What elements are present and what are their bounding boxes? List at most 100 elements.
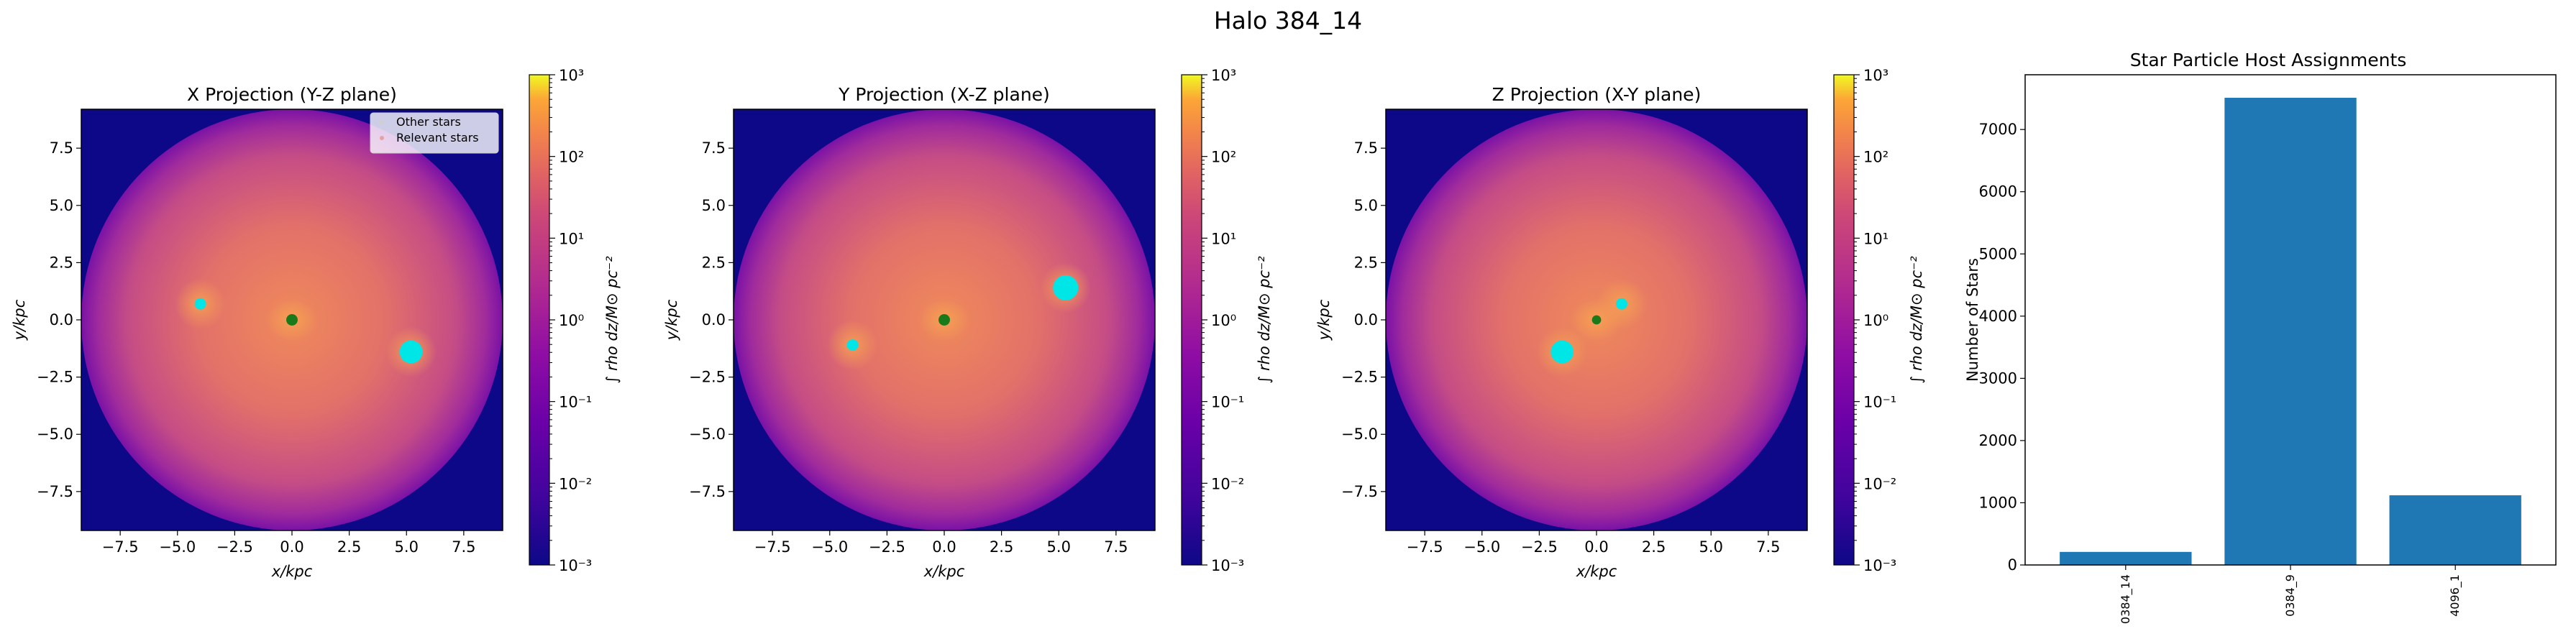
panel-2-xlabel: x/kpc: [923, 563, 965, 580]
panel-1-plot-area: −7.5 −5.0 −2.5 0.0 2.5 5.0 7.5 −7.5 −5.0 −2.5 0.0 2…: [37, 109, 503, 556]
y-tick-label: 2000: [1979, 432, 2017, 449]
x-tick-label: 5.0: [395, 538, 419, 556]
panel-2-colorbar: 10⁻³ 10⁻² 10⁻¹ 10⁰ 10¹ 10² 10³: [1181, 67, 1244, 574]
x-tick-label: 7.5: [1756, 538, 1780, 556]
colorbar-tick-label: 10¹: [559, 230, 584, 247]
y-tick-label: 0.0: [50, 311, 73, 328]
x-tick-label: −2.5: [1521, 538, 1558, 556]
colorbar-gradient: [1181, 74, 1202, 566]
colorbar-tick-label: 10¹: [1211, 230, 1236, 247]
x-tick-label: 0.0: [280, 538, 303, 556]
colorbar-tick-label: 10⁻¹: [1211, 394, 1244, 411]
colorbar-tick-label: 10⁰: [559, 312, 584, 329]
colorbar-tick-label: 10⁻³: [559, 557, 592, 574]
relevant-stars-cluster: [938, 314, 950, 326]
colorbar-gradient: [529, 74, 550, 566]
colorbar-tick-label: 10⁻³: [1211, 557, 1244, 574]
colorbar-tick-label: 10⁰: [1863, 312, 1888, 329]
panel-1-xlabel: x/kpc: [271, 563, 313, 580]
bar-chart-ylabel: Number of Stars: [1964, 258, 1981, 382]
colorbar-tick-label: 10³: [1211, 67, 1236, 84]
x-tick-label: −7.5: [102, 538, 139, 556]
bar-chart-plot-area: 0384_14 0384_9 4096_1 0 1000 2000 3000 4000 5000…: [1979, 74, 2557, 624]
colorbar-gradient: [1833, 74, 1855, 566]
x-tick-label: 0384_14: [2119, 574, 2133, 624]
colorbar-tick-label: 10²: [559, 149, 584, 166]
y-tick-label: 5.0: [702, 197, 726, 214]
x-tick-label: 2.5: [337, 538, 361, 556]
y-tick-label: 6000: [1979, 183, 2017, 201]
other-stars-cluster: [194, 298, 206, 310]
x-tick-label: −2.5: [216, 538, 253, 556]
y-tick-label: 0.0: [1354, 311, 1378, 328]
colorbar-tick-label: 10⁻³: [1863, 557, 1896, 574]
x-tick-label: 0.0: [932, 538, 956, 556]
y-tick-label: 3000: [1979, 369, 2017, 387]
other-stars-cluster: [846, 339, 859, 351]
y-tick-label: −2.5: [37, 369, 73, 386]
legend-entry: Other stars: [396, 115, 461, 129]
legend-box: [370, 112, 499, 154]
x-tick-label: −5.0: [159, 538, 196, 556]
panel-3-colorbar-label: ∫ rho dz/M⊙ pc⁻²: [1908, 256, 1925, 384]
y-tick-label: −7.5: [37, 483, 73, 500]
y-tick-label: −2.5: [1341, 369, 1378, 386]
other-stars-cluster: [399, 340, 423, 364]
x-tick-label: −5.0: [811, 538, 848, 556]
legend: Other stars Relevant stars: [370, 112, 499, 154]
other-stars-cluster: [1616, 298, 1627, 310]
bar-4096_1: [2389, 495, 2521, 565]
legend-marker: [380, 120, 384, 124]
y-tick-label: 7000: [1979, 121, 2017, 138]
panel-3-colorbar: 10⁻³ 10⁻² 10⁻¹ 10⁰ 10¹ 10² 10³: [1833, 67, 1896, 574]
panel-3-xlabel: x/kpc: [1576, 563, 1617, 580]
x-tick-label: 4096_1: [2448, 574, 2462, 617]
panel-x-projection: −7.5 −5.0 −2.5 0.0 2.5 5.0 7.5 −7.5 −5.0 −2.5 0.0 2…: [11, 67, 621, 580]
panel-3-title: Z Projection (X-Y plane): [1492, 84, 1702, 105]
colorbar-tick-label: 10⁻²: [1863, 475, 1896, 492]
panel-bar-chart: Star Particle Host Assignments Number of…: [1964, 50, 2557, 624]
y-tick-label: −5.0: [37, 426, 73, 443]
colorbar-tick-label: 10⁻²: [1211, 475, 1244, 492]
relevant-stars-cluster: [1591, 315, 1602, 325]
y-tick-label: −5.0: [689, 426, 726, 443]
y-tick-label: −5.0: [1341, 426, 1378, 443]
x-tick-label: 5.0: [1699, 538, 1723, 556]
colorbar-tick-label: 10⁻¹: [1863, 394, 1896, 411]
panel-3-ylabel: y/kpc: [1315, 299, 1333, 341]
panel-1-title: X Projection (Y-Z plane): [187, 84, 397, 105]
y-tick-label: 7.5: [1354, 139, 1378, 157]
other-stars-cluster: [1550, 340, 1574, 364]
colorbar-tick-label: 10³: [559, 67, 584, 84]
x-tick-label: 5.0: [1047, 538, 1071, 556]
y-tick-label: −7.5: [1341, 483, 1378, 500]
panel-z-projection: −7.5 −5.0 −2.5 0.0 2.5 5.0 7.5 −7.5 −5.0 −2.5 0.0 2…: [1315, 67, 1925, 580]
panel-1-colorbar-label: ∫ rho dz/M⊙ pc⁻²: [603, 256, 621, 384]
panel-2-title: Y Projection (X-Z plane): [838, 84, 1050, 105]
panel-2-ylabel: y/kpc: [663, 299, 680, 341]
y-tick-label: 0.0: [702, 311, 726, 328]
y-tick-label: 4000: [1979, 308, 2017, 325]
legend-entry: Relevant stars: [396, 131, 479, 144]
axes-frame: [2024, 74, 2557, 566]
x-tick-label: −7.5: [1407, 538, 1443, 556]
panel-1-ylabel: y/kpc: [11, 299, 28, 341]
panel-y-projection: −7.5 −5.0 −2.5 0.0 2.5 5.0 7.5 −7.5 −5.0 −2.5 0.0 2…: [663, 67, 1273, 580]
colorbar-tick-label: 10²: [1863, 149, 1888, 166]
y-tick-label: 7.5: [702, 139, 726, 157]
other-stars-cluster: [1053, 275, 1079, 300]
y-tick-label: 1000: [1979, 494, 2017, 511]
x-tick-label: 7.5: [452, 538, 475, 556]
y-tick-label: 0: [2008, 556, 2017, 574]
x-tick-label: 7.5: [1104, 538, 1128, 556]
bar-0384_14: [2060, 551, 2192, 565]
x-tick-label: −2.5: [869, 538, 905, 556]
relevant-stars-cluster: [286, 314, 298, 326]
panel-2-plot-area: −7.5 −5.0 −2.5 0.0 2.5 5.0 7.5 −7.5 −5.0 −2.5 0.0 2…: [689, 109, 1156, 556]
x-tick-label: 2.5: [990, 538, 1013, 556]
legend-marker: [380, 136, 384, 140]
bar-chart-title: Star Particle Host Assignments: [2130, 50, 2407, 70]
x-tick-label: 0384_9: [2283, 574, 2298, 617]
bar-0384_9: [2224, 98, 2357, 566]
